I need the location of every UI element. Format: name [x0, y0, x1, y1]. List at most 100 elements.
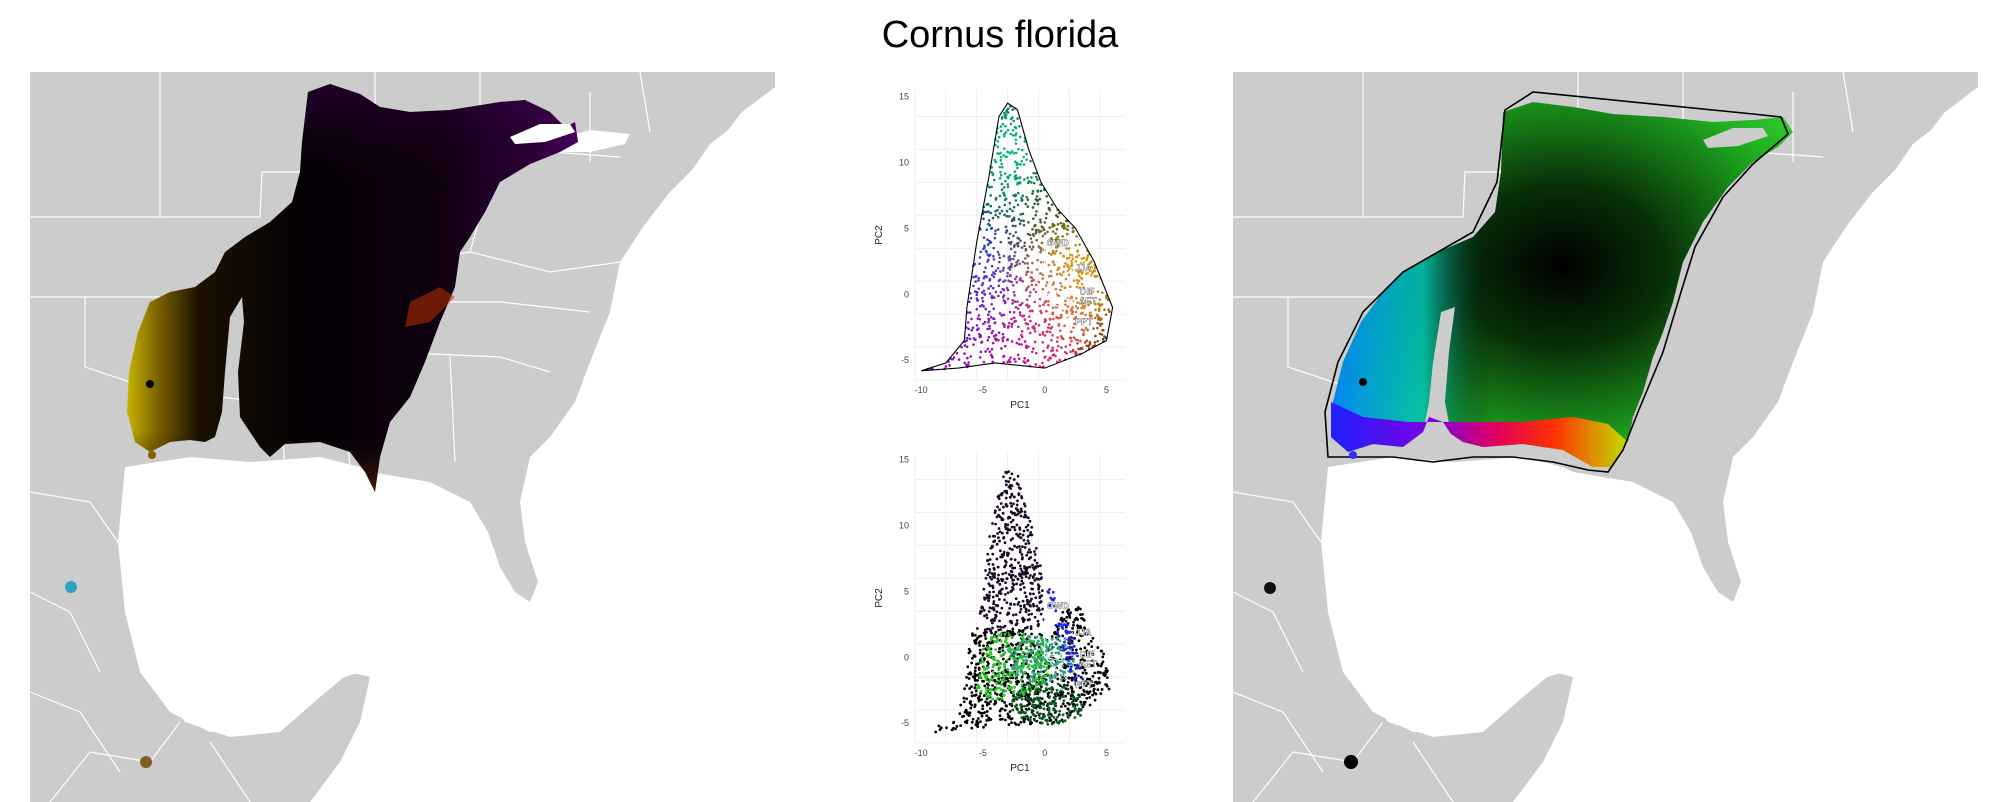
data-point — [995, 682, 999, 686]
data-point — [1019, 219, 1023, 222]
data-point — [1082, 654, 1086, 658]
data-point — [1019, 567, 1023, 571]
data-point — [1019, 604, 1023, 608]
data-point — [1024, 711, 1027, 715]
data-point — [1007, 515, 1011, 519]
data-point — [1011, 587, 1015, 591]
data-point — [1009, 122, 1013, 126]
data-point — [991, 216, 995, 220]
data-point — [1003, 172, 1007, 175]
data-point — [986, 238, 989, 241]
data-point — [1090, 684, 1094, 688]
data-point — [1032, 592, 1035, 596]
data-point — [1061, 685, 1064, 689]
left-map-panel — [30, 72, 775, 802]
data-point — [978, 651, 982, 655]
data-point — [1018, 528, 1022, 531]
data-point — [1063, 350, 1067, 354]
data-point — [993, 635, 996, 639]
data-point — [1065, 309, 1068, 313]
data-point — [1000, 188, 1004, 192]
data-point — [1032, 288, 1036, 291]
data-point — [1003, 651, 1007, 655]
data-point — [999, 170, 1002, 174]
data-point — [1037, 586, 1041, 590]
data-point — [1022, 637, 1025, 641]
data-point — [974, 338, 977, 342]
data-point — [1015, 619, 1019, 622]
data-point — [1034, 666, 1038, 670]
data-point — [1027, 663, 1031, 667]
data-point — [1017, 600, 1021, 604]
data-point — [974, 689, 978, 693]
data-point — [1096, 339, 1100, 343]
data-point — [970, 726, 974, 730]
data-point — [1018, 510, 1022, 514]
data-point — [1080, 302, 1084, 305]
data-point — [1023, 361, 1027, 365]
data-point — [1096, 321, 1099, 325]
data-point — [1016, 632, 1020, 636]
data-point — [1028, 309, 1032, 313]
x-axis-title: PC1 — [1010, 400, 1030, 411]
data-point — [1001, 645, 1005, 649]
data-point — [1002, 192, 1006, 196]
data-point — [998, 582, 1002, 586]
data-point — [1016, 182, 1019, 186]
data-point — [1045, 718, 1049, 722]
loading-vector — [1044, 656, 1074, 686]
data-point — [1066, 623, 1069, 627]
data-point — [965, 675, 968, 679]
y-tick-label: 0 — [904, 289, 909, 299]
data-point — [1027, 304, 1031, 308]
data-point — [1004, 581, 1007, 584]
data-point — [1021, 260, 1025, 264]
data-point — [1058, 720, 1062, 723]
data-point — [1100, 333, 1104, 336]
data-point — [1060, 225, 1064, 228]
data-point — [1052, 707, 1055, 711]
data-point — [1038, 600, 1042, 604]
data-point — [1081, 705, 1085, 709]
data-point — [1066, 265, 1069, 268]
data-point — [1004, 639, 1008, 643]
data-point — [1093, 698, 1097, 702]
data-point — [1062, 265, 1066, 268]
data-point — [1078, 664, 1082, 668]
data-point — [1033, 559, 1037, 562]
data-point — [1050, 253, 1053, 256]
data-point — [994, 213, 997, 217]
data-point — [1007, 258, 1011, 262]
data-point — [1021, 663, 1025, 667]
data-point — [1020, 545, 1024, 549]
data-point — [1026, 198, 1030, 202]
data-point — [1088, 340, 1092, 344]
data-point — [1037, 591, 1041, 594]
data-point — [1039, 183, 1042, 186]
data-point — [1037, 323, 1041, 327]
data-point — [977, 287, 981, 290]
data-point — [1044, 687, 1048, 690]
data-point — [1087, 266, 1090, 269]
data-point — [1091, 271, 1094, 275]
data-point — [995, 604, 999, 608]
x-axis-title: PC1 — [1010, 763, 1030, 774]
data-point — [1012, 690, 1016, 693]
data-point — [1081, 628, 1085, 632]
data-point — [1018, 262, 1021, 266]
data-point — [1045, 672, 1049, 676]
data-point — [1077, 274, 1081, 278]
data-point — [989, 194, 993, 197]
data-point — [1008, 674, 1012, 678]
data-point — [989, 284, 993, 288]
data-point — [975, 719, 979, 723]
data-point — [1066, 707, 1070, 711]
data-point — [1107, 308, 1110, 312]
data-point — [1003, 198, 1007, 202]
data-point — [1014, 696, 1018, 699]
data-point — [1091, 659, 1094, 663]
data-point — [1029, 599, 1032, 603]
data-point — [999, 707, 1003, 711]
data-point — [1005, 577, 1009, 581]
data-point — [1036, 258, 1039, 262]
